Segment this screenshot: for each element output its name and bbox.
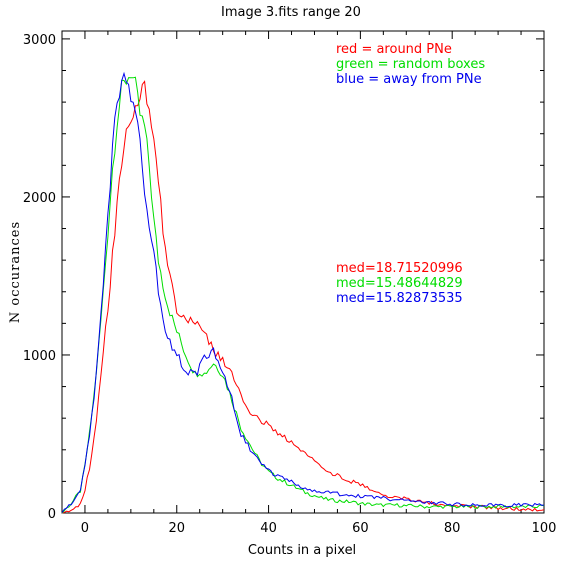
series-line: [61, 76, 545, 514]
y-tick-label: 3000: [23, 33, 56, 48]
legend-entry: red = around PNe: [336, 42, 452, 57]
y-axis-title: N occurances: [8, 221, 23, 323]
x-tick-label: 20: [168, 521, 185, 536]
y-tick-label: 1000: [23, 349, 56, 364]
legend-entry: blue = away from PNe: [336, 72, 482, 87]
plot-border: [61, 30, 545, 514]
y-tick-label: 0: [48, 507, 56, 522]
series-line: [61, 71, 545, 513]
x-tick-label: 0: [81, 521, 89, 536]
median-annotation: med=15.48644829: [336, 276, 463, 291]
median-annotation: med=15.82873535: [336, 291, 463, 306]
x-tick-label: 80: [444, 521, 461, 536]
legend-entry: green = random boxes: [336, 57, 485, 72]
x-axis-title: Counts in a pixel: [248, 543, 356, 558]
median-annotation: med=18.71520996: [336, 261, 463, 276]
x-tick-label: 60: [352, 521, 369, 536]
series-lines: [61, 71, 545, 514]
series-line: [61, 80, 545, 514]
plot-frame: [61, 30, 545, 514]
chart-title: Image 3.fits range 20: [221, 5, 361, 20]
y-tick-label: 2000: [23, 191, 56, 206]
median-annotations: med=18.71520996med=15.48644829med=15.828…: [336, 261, 463, 306]
x-tick-label: 40: [260, 521, 277, 536]
x-tick-label: 100: [532, 521, 557, 536]
